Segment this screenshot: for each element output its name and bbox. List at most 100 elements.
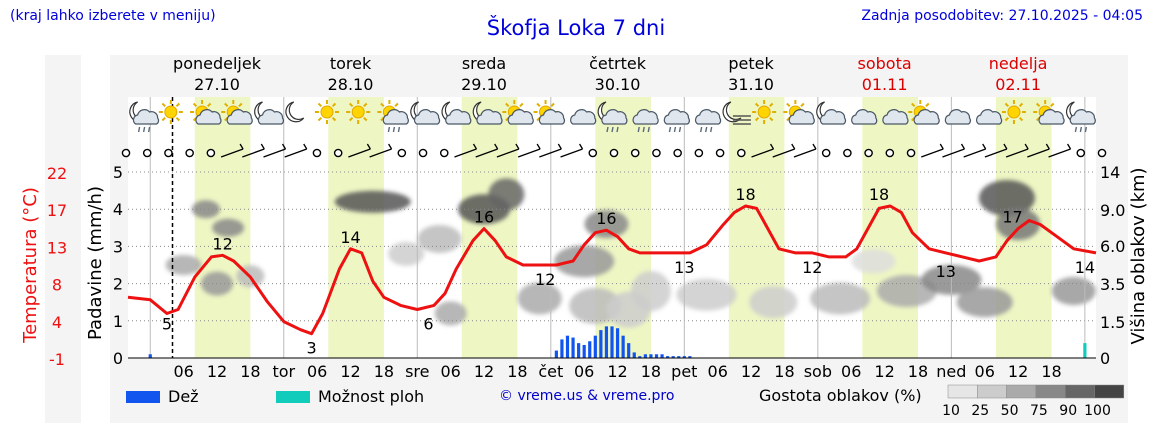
- sun-ray: [1004, 102, 1009, 108]
- x-tick-label: 06: [307, 362, 327, 381]
- wind-calm-icon: [164, 148, 173, 158]
- sun-ray: [800, 102, 805, 108]
- wind-barb: [515, 143, 520, 150]
- wind-barb: [366, 143, 371, 150]
- temperature-line: [127, 204, 1097, 336]
- cloud-shape: [1038, 109, 1065, 125]
- wind-shaft: [793, 148, 817, 158]
- cloud-scale-swatch: [1006, 384, 1037, 399]
- wind-calm-icon: [142, 148, 152, 158]
- cloud-rain-icon: [694, 109, 722, 133]
- wind-calm-icon: [439, 148, 449, 158]
- sun-ray: [925, 102, 930, 108]
- sun-ray: [1018, 102, 1024, 108]
- sun-ray: [1018, 116, 1024, 122]
- wind-calm-icon: [630, 148, 640, 158]
- cloud-scale-label: 50: [1001, 403, 1019, 419]
- sun-cloud-icon: [1033, 100, 1065, 125]
- precip-tick-label: 3: [113, 237, 123, 256]
- sun-cloud-icon: [533, 100, 566, 125]
- x-tick-label: ned: [936, 362, 966, 381]
- rain-drop: [606, 126, 609, 133]
- rain-bar: [577, 343, 581, 358]
- wind-shaft: [751, 148, 774, 158]
- cloud-blob: [488, 178, 525, 211]
- precip-tick-label: 2: [113, 275, 123, 294]
- axes-layer: 22 17 13 8 4 -1 Temperatura (°C) 5 4 3 2 1 0 Padavine…: [20, 163, 1149, 381]
- sun-ray: [786, 102, 791, 108]
- cloud-shape: [476, 109, 503, 125]
- sun-cloud-icon: [908, 100, 940, 125]
- cloud-blob: [676, 278, 737, 311]
- wind-arrow-icon: [963, 143, 987, 158]
- wind-arrow-icon: [496, 143, 520, 158]
- copyright[interactable]: © vreme.us & vreme.pro: [499, 388, 675, 404]
- wind-calm-icon: [206, 148, 216, 158]
- wind-calm-icon: [1076, 148, 1086, 158]
- x-tick-label: 18: [1041, 362, 1061, 381]
- temperature-label: 18: [735, 185, 755, 204]
- cloud-shape: [788, 109, 815, 125]
- rain-drop: [704, 126, 708, 133]
- cloud-height-axis-title: Višina oblakov (km): [1128, 167, 1149, 344]
- day-date: 01.11: [862, 75, 908, 94]
- x-tick-label: 06: [440, 362, 460, 381]
- legend-storm: Možnost ploh: [276, 386, 424, 406]
- x-tick-label: 06: [975, 362, 995, 381]
- x-tick-label: 06: [708, 362, 728, 381]
- wind-calm-icon: [588, 148, 598, 158]
- rain-bar: [677, 356, 681, 358]
- day-date: 29.10: [461, 75, 507, 94]
- rain-drop: [392, 126, 396, 133]
- cloud-icon: [851, 109, 878, 125]
- rain-bar: [666, 356, 670, 358]
- wind-barb: [494, 143, 499, 150]
- sun-ray: [394, 102, 399, 108]
- cloud-height-tick-label: 6.0: [1100, 237, 1125, 256]
- moon-cloud-icon: [472, 101, 503, 125]
- region-note: (kraj lahko izberete v meniju): [10, 8, 216, 24]
- wind-barb: [769, 143, 775, 150]
- cloud-height-tick-label: 9.0: [1100, 201, 1125, 220]
- wind-calm-icon: [121, 148, 131, 158]
- rain-bar: [671, 356, 675, 358]
- cloud-scale-swatch: [947, 384, 978, 399]
- wind-calm-icon: [906, 148, 916, 158]
- rain-bar: [660, 354, 664, 358]
- sun-disc: [164, 105, 178, 119]
- daylight-band: [328, 97, 384, 358]
- rain-bar: [688, 356, 692, 358]
- sun-icon: [752, 100, 777, 124]
- wind-barb: [388, 143, 393, 150]
- cloud-icon: [976, 109, 1003, 125]
- rain-bar: [649, 354, 653, 358]
- day-date: 28.10: [328, 75, 374, 94]
- cloud-blob: [417, 224, 462, 253]
- rain-bar: [148, 354, 152, 358]
- cloud-shape: [601, 109, 628, 125]
- storm-bar: [1083, 343, 1087, 358]
- cloud-shape: [632, 109, 659, 125]
- cloud-scale-label: 90: [1059, 403, 1077, 419]
- wind-arrow-icon: [263, 143, 287, 158]
- cloud-blob: [334, 190, 411, 213]
- cloud-shape: [819, 109, 847, 125]
- temperature-tick-label: 4: [52, 313, 62, 332]
- wind-shaft: [348, 148, 371, 158]
- x-tick-label: sob: [804, 362, 832, 381]
- sun-disc: [1007, 105, 1021, 119]
- x-tick-label: 06: [173, 362, 193, 381]
- wind-arrow-icon: [454, 143, 478, 158]
- cloud-blob: [388, 241, 425, 266]
- rain-drop: [673, 126, 677, 133]
- temperature-label: 3: [306, 339, 316, 358]
- sun-ray: [238, 102, 243, 108]
- rain-bar: [593, 335, 597, 358]
- sun-ray: [317, 102, 323, 108]
- sun-disc: [757, 105, 771, 119]
- wind-shaft: [539, 148, 562, 158]
- temperature-label: 12: [535, 270, 555, 289]
- x-tick-label: 12: [474, 362, 494, 381]
- wind-arrow-icon: [539, 143, 562, 158]
- rain-bar: [638, 356, 642, 358]
